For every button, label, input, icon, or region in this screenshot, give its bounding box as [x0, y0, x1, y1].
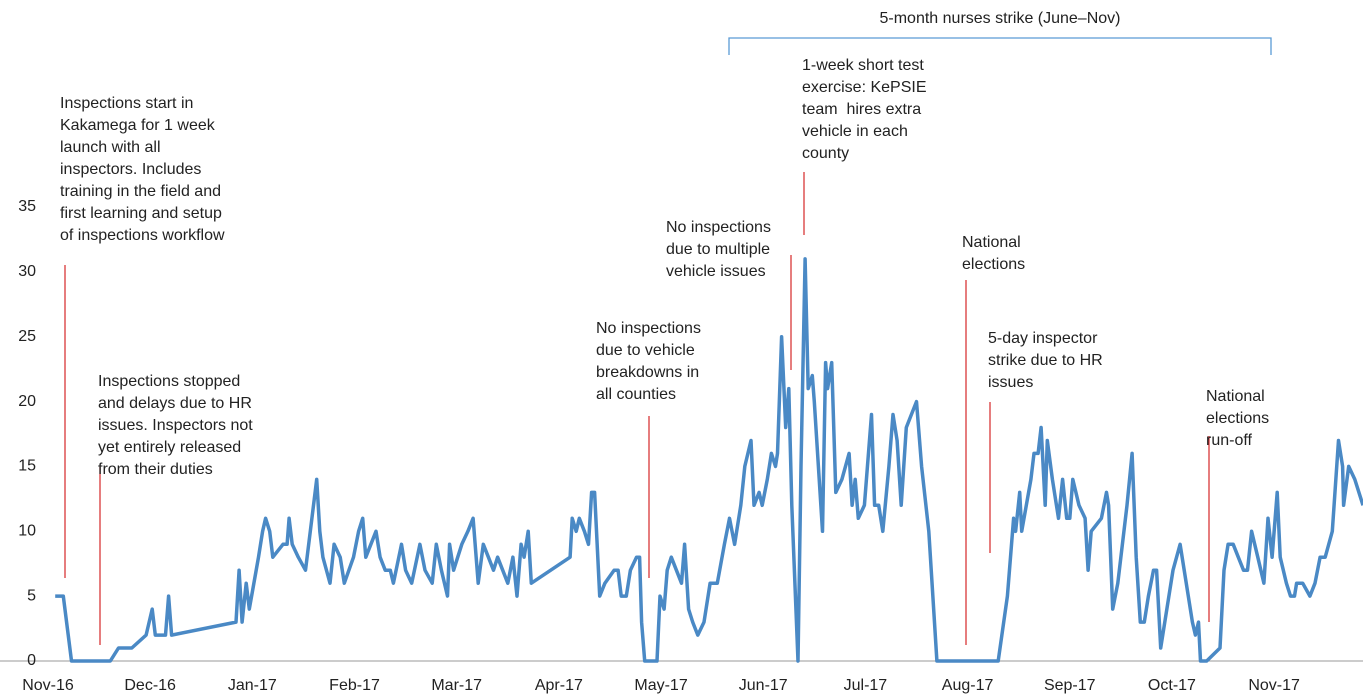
annotation-text: National — [1206, 388, 1265, 405]
annotation-text: Inspections start in — [60, 95, 193, 112]
x-tick-label: May-17 — [634, 677, 687, 694]
strike-bracket — [728, 37, 1272, 55]
annotation-text: National — [962, 234, 1021, 251]
annotation-text: inspectors. Includes — [60, 161, 201, 178]
y-tick-label: 15 — [18, 458, 36, 475]
annotation-text: issues — [988, 374, 1033, 391]
annotation-text: No inspections — [666, 219, 771, 236]
annotation-text: 1-week short test — [802, 57, 924, 74]
annotation-text: elections — [962, 256, 1025, 273]
annotation-text: from their duties — [98, 461, 213, 478]
x-tick-label: Jan-17 — [228, 677, 277, 694]
x-tick-label: Nov-17 — [1248, 677, 1300, 694]
x-tick-label: Aug-17 — [942, 677, 994, 694]
annotation-text: issues. Inspectors not — [98, 417, 253, 434]
annotation-text: breakdowns in — [596, 364, 699, 381]
y-tick-label: 20 — [18, 393, 36, 410]
x-tick-label: Jul-17 — [844, 677, 888, 694]
annotation-text: Inspections stopped — [98, 373, 240, 390]
annotation-text: and delays due to HR — [98, 395, 252, 412]
annotation-text: No inspections — [596, 320, 701, 337]
annotation-text: elections — [1206, 410, 1269, 427]
x-tick-label: Oct-17 — [1148, 677, 1196, 694]
annotation-text: training in the field and — [60, 183, 221, 200]
annotation-text: county — [802, 145, 849, 162]
y-tick-label: 10 — [18, 522, 36, 539]
annotation-text: vehicle issues — [666, 263, 766, 280]
annotation-text: yet entirely released — [98, 439, 241, 456]
annotation-text: Kakamega for 1 week — [60, 117, 216, 134]
y-tick-label: 25 — [18, 328, 36, 345]
x-tick-label: Feb-17 — [329, 677, 380, 694]
chart-title: 5-month nurses strike (June–Nov) — [880, 10, 1121, 27]
annotation-text: of inspections workflow — [60, 227, 225, 244]
x-tick-label: Mar-17 — [431, 677, 482, 694]
annotation-text: 5-day inspector — [988, 330, 1098, 347]
y-tick-label: 35 — [18, 198, 36, 215]
x-tick-label: Nov-16 — [22, 677, 74, 694]
y-tick-label: 0 — [27, 652, 36, 669]
data-line — [55, 257, 1363, 663]
annotation-text: all counties — [596, 386, 676, 403]
x-tick-label: Apr-17 — [535, 677, 583, 694]
annotation-text: due to vehicle — [596, 342, 695, 359]
annotation-text: strike due to HR — [988, 352, 1103, 369]
x-tick-label: Dec-16 — [124, 677, 176, 694]
x-tick-label: Sep-17 — [1044, 677, 1096, 694]
x-tick-label: Jun-17 — [739, 677, 788, 694]
annotation-text: vehicle in each — [802, 123, 908, 140]
annotation-text: first learning and setup — [60, 205, 222, 222]
annotation-text: launch with all — [60, 139, 161, 156]
annotation-text: exercise: KePSIE — [802, 79, 927, 96]
annotation-text: due to multiple — [666, 241, 770, 258]
annotation-text: run-off — [1206, 432, 1253, 449]
y-tick-label: 5 — [27, 587, 36, 604]
y-tick-label: 30 — [18, 263, 36, 280]
annotation-text: team hires extra — [802, 101, 921, 118]
